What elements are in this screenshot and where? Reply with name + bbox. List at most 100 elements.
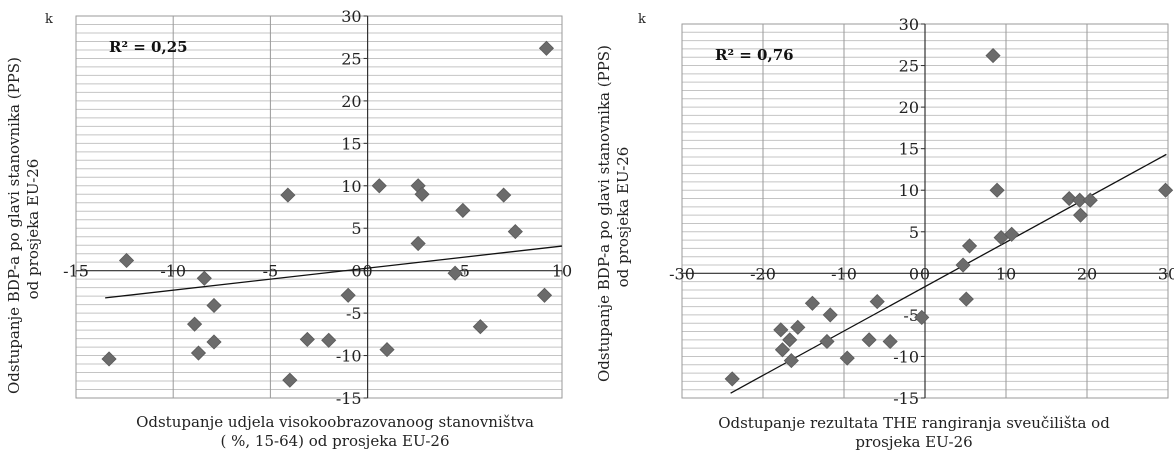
data-point xyxy=(455,202,471,218)
data-point xyxy=(1061,190,1077,207)
data-point xyxy=(782,332,798,348)
data-point xyxy=(299,331,315,347)
y-axis-label-line1: Odstupanje BDP-a po glavi stanovnika (PP… xyxy=(595,45,613,382)
y-tick-label: 30 xyxy=(341,7,361,26)
data-point xyxy=(538,40,555,56)
x-tick-label: 10 xyxy=(996,264,1016,283)
data-point xyxy=(958,291,974,307)
x-tick-label: 20 xyxy=(1077,264,1097,283)
data-point xyxy=(985,48,1001,64)
y-axis-label-right: Odstupanje BDP-a po glavi stanovnika (PP… xyxy=(595,45,635,382)
data-point xyxy=(206,297,222,314)
r-squared-annotation: R² = 0,76 xyxy=(715,46,794,64)
data-point xyxy=(1072,207,1089,223)
data-point xyxy=(371,178,387,194)
data-point xyxy=(340,287,356,303)
data-point xyxy=(1082,192,1098,208)
x-axis-label-line2: prosjeka EU-26 xyxy=(855,433,973,451)
data-point xyxy=(869,294,885,310)
x-tick-label: -20 xyxy=(750,264,776,283)
data-point xyxy=(190,345,207,361)
data-point xyxy=(101,351,117,367)
chart-panel-left: -15 -10 -5 0 5 10 15 20 25 30 -15 -10 -5 0 5 10 R² = 0,2… xyxy=(0,0,580,454)
data-point xyxy=(822,307,838,323)
y-tick-label: 25 xyxy=(341,49,361,68)
data-point xyxy=(790,319,806,335)
x-tick-label: -10 xyxy=(831,264,857,283)
data-point xyxy=(1072,192,1088,208)
x-axis-label-right: Odstupanje rezultata THE rangiranja sveu… xyxy=(684,414,1144,452)
y-tick-label: 30 xyxy=(899,15,919,34)
x-tick-label: -5 xyxy=(263,262,279,281)
y-tick-label: 5 xyxy=(909,223,919,242)
x-axis-label-line2: ( %, 15-64) od prosjeka EU-26 xyxy=(220,432,450,450)
y-tick-label: -10 xyxy=(893,347,919,366)
x-tick-label: 10 xyxy=(552,262,572,281)
trendline xyxy=(105,245,563,299)
x-axis-label-left: Odstupanje udjela visokoobrazovanoog sta… xyxy=(98,413,572,451)
y-tick-label: 20 xyxy=(341,92,361,111)
y-tick-label: -5 xyxy=(346,304,362,323)
data-point xyxy=(989,182,1005,198)
scatter-chart-right: -15 -10 -5 0 5 10 15 20 25 30 -30 -20 -10 0 10 20 30 R² =… xyxy=(669,15,1174,408)
y-tick-label: 0 xyxy=(351,262,361,281)
y-tick-label: 20 xyxy=(899,98,919,117)
data-point xyxy=(774,342,791,358)
data-point xyxy=(804,295,820,311)
y-axis-label-left: Odstupanje BDP-a po glavi stanovnika (PP… xyxy=(5,57,45,394)
y-tick-label: 25 xyxy=(899,57,919,76)
data-point xyxy=(783,353,799,369)
y-tick-label: 0 xyxy=(909,264,919,283)
y-tick-label: -5 xyxy=(903,306,919,325)
data-point xyxy=(507,224,523,240)
data-point xyxy=(1004,226,1020,242)
scatter-chart-left: -15 -10 -5 0 5 10 15 20 25 30 -15 -10 -5 0 5 10 R² = 0,2… xyxy=(63,7,572,408)
x-tick-label: 30 xyxy=(1158,264,1174,283)
x-tick-label: 0 xyxy=(363,262,373,281)
y-tick-label: 5 xyxy=(351,219,361,238)
data-point xyxy=(472,319,488,335)
x-axis-label-line1: Odstupanje rezultata THE rangiranja sveu… xyxy=(718,414,1110,432)
data-point xyxy=(861,332,877,348)
y-tick-label: 15 xyxy=(899,140,919,159)
data-point xyxy=(414,186,430,202)
data-point xyxy=(196,270,212,286)
y-tick-label: 10 xyxy=(341,177,361,196)
y-tick-label: -15 xyxy=(336,389,362,408)
x-tick-label: -15 xyxy=(63,262,89,281)
y-axis-label-line2: od prosjeka EU-26 xyxy=(614,146,632,288)
x-tick-label: -10 xyxy=(160,262,186,281)
data-point xyxy=(206,334,222,350)
data-point xyxy=(321,332,337,348)
data-point xyxy=(882,333,898,350)
data-point xyxy=(724,371,740,387)
y-axis-label-line1: Odstupanje BDP-a po glavi stanovnika (PP… xyxy=(5,57,23,394)
data-point xyxy=(914,309,930,325)
y-tick-label: 10 xyxy=(899,181,919,200)
x-tick-label: 0 xyxy=(920,264,930,283)
trendline xyxy=(730,153,1167,394)
data-point xyxy=(955,257,971,273)
corner-label-left: k xyxy=(45,12,53,27)
data-point xyxy=(1158,182,1174,198)
r-squared-annotation: R² = 0,25 xyxy=(109,38,188,56)
data-point xyxy=(447,265,463,281)
data-point xyxy=(496,187,512,203)
data-point xyxy=(773,322,789,338)
data-point xyxy=(410,235,426,252)
data-point xyxy=(536,287,553,303)
data-point xyxy=(819,333,835,350)
x-axis-label-line1: Odstupanje udjela visokoobrazovanoog sta… xyxy=(136,413,534,431)
y-tick-label: 15 xyxy=(341,134,361,153)
corner-label-right: k xyxy=(638,12,646,27)
data-point xyxy=(379,342,395,358)
data-point xyxy=(118,252,135,269)
data-point xyxy=(282,372,298,388)
data-point xyxy=(961,238,978,254)
plot-frame xyxy=(75,15,563,399)
data-point xyxy=(187,316,203,332)
data-point xyxy=(839,350,855,366)
y-tick-label: -10 xyxy=(336,347,362,366)
chart-panel-right: -15 -10 -5 0 5 10 15 20 25 30 -30 -20 -10 0 10 20 30 R² =… xyxy=(580,0,1174,454)
y-axis-label-line2: od prosjeka EU-26 xyxy=(24,158,42,300)
